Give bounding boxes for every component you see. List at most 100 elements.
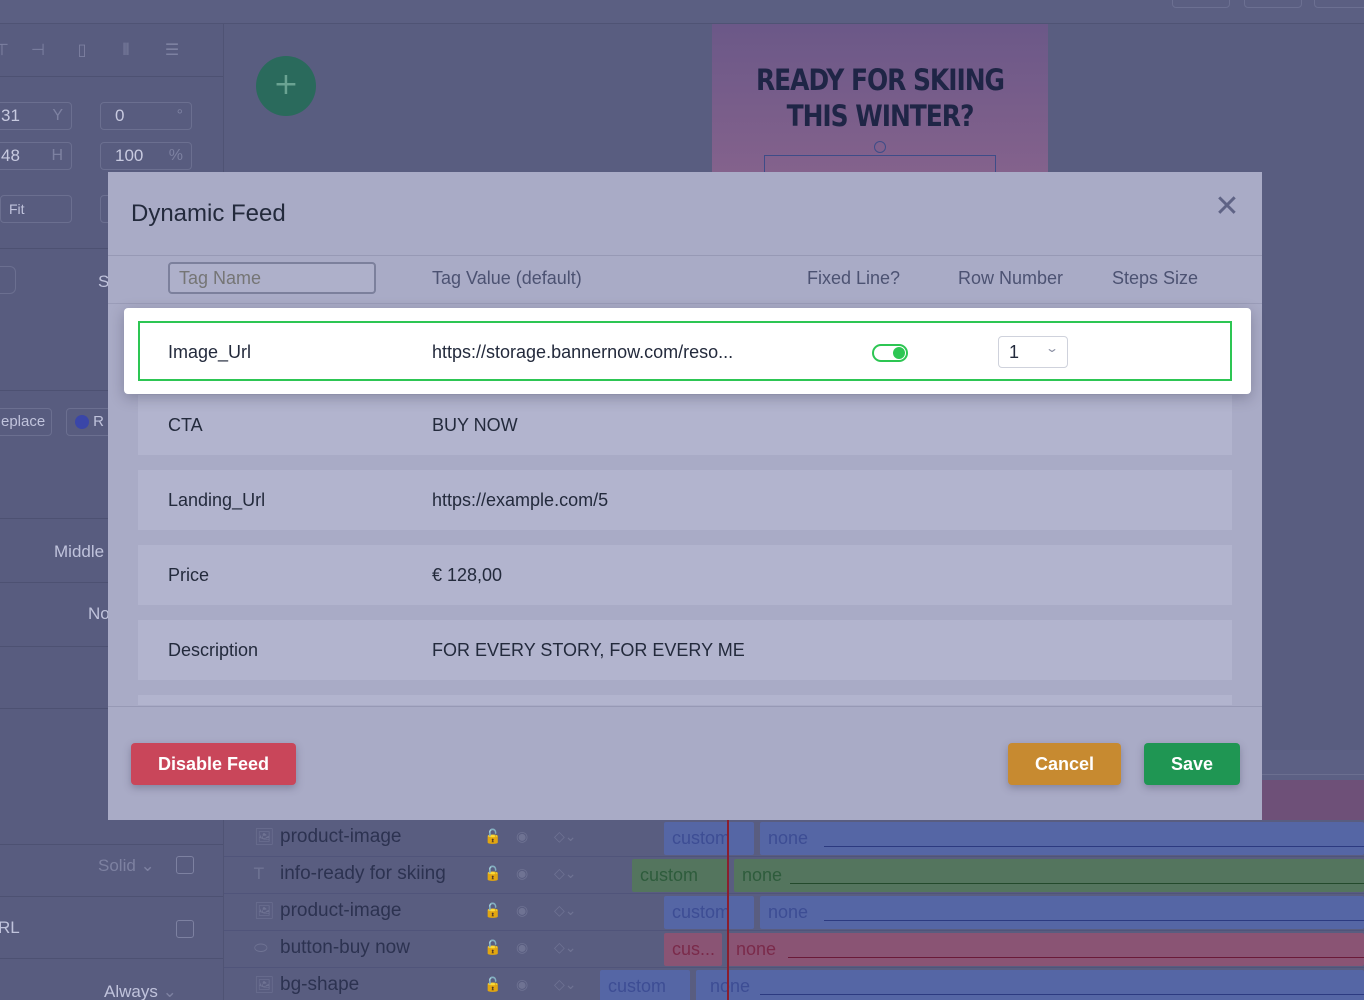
close-icon[interactable]: ✕ [1214,189,1240,224]
row-tag: Price [168,565,210,585]
align-left-icon[interactable]: ⊤ [0,40,12,60]
lock-icon[interactable]: 🔓 [484,866,502,882]
always-select[interactable]: Always ⌄ [104,982,177,1000]
lock-icon[interactable]: 🔓 [484,940,502,956]
feed-row[interactable]: Price € 128,00 [138,545,1232,605]
layer-row[interactable]: 🖼 bg-shape 🔓 ◉ ◇⌄ custom none [224,968,1364,1000]
color-wheel-icon [75,415,89,430]
add-element-button[interactable]: + [256,56,316,116]
row-value: € 128,00 [432,565,503,585]
animation-icon[interactable]: ◇⌄ [554,977,577,993]
divider [0,958,223,959]
modal-footer: Disable Feed Cancel Save [108,706,1262,820]
col-fixed-line: Fixed Line? [807,268,901,288]
timeline-none-label: none [736,939,777,959]
rotate-handle[interactable] [874,141,886,153]
timeline-bar-rest[interactable]: none [728,933,1364,966]
banner-headline-line1: READY FOR SKIING [755,63,1005,97]
feed-row[interactable]: Landing_Url https://example.com/5 [138,470,1232,530]
animation-icon[interactable]: ◇⌄ [554,829,577,845]
timeline-bar-rest[interactable]: none [696,970,1364,1000]
w-field[interactable]: 48 H [0,142,72,170]
toolbar-button[interactable] [1172,0,1230,8]
timeline-bar[interactable]: cus... [664,933,722,966]
eye-icon[interactable]: ◉ [516,829,529,845]
toggle-knob [893,347,905,359]
top-toolbar [0,0,1364,24]
lock-icon[interactable]: 🔓 [484,903,502,919]
row-value: https://example.com/5 [432,490,609,510]
save-button[interactable]: Save [1144,743,1240,785]
toolbar-button[interactable] [1244,0,1302,8]
s-label: S [98,272,110,291]
layer-row[interactable]: 🖼 product-image 🔓 ◉ ◇⌄ custom none [224,894,1364,931]
opacity-value: 100 [115,146,144,165]
timeline-none-label: none [742,865,783,885]
toolbar-button[interactable] [1314,0,1364,8]
x-field[interactable]: 31 Y [0,102,72,130]
opacity-field[interactable]: 100 % [100,142,192,170]
timeline-none-label: none [768,828,809,848]
row-tag: Image_Url [168,342,252,362]
rotation-field[interactable]: 0 ° [100,102,192,130]
no-label: No [88,604,110,623]
cancel-button[interactable]: Cancel [1008,743,1121,785]
solid-select[interactable]: Solid ⌄ [98,856,155,875]
timeline-bar-rest[interactable]: none [760,896,1364,929]
fixed-line-toggle[interactable] [872,344,908,362]
eye-icon[interactable]: ◉ [516,903,529,919]
eye-icon[interactable]: ◉ [516,977,529,993]
modal-title: Dynamic Feed [131,200,286,227]
fit-button[interactable]: Fit [0,195,72,223]
timeline-playhead[interactable] [727,820,729,1000]
align-bottom-icon[interactable]: ▯ [77,40,87,59]
layer-name: product-image [280,900,402,921]
divider [0,844,223,845]
image-icon: 🖼 [254,827,275,846]
eye-icon[interactable]: ◉ [516,940,529,956]
timeline-bar[interactable]: custom [632,859,728,892]
lock-icon[interactable]: 🔓 [484,977,502,993]
timeline-bar-rest[interactable]: none [734,859,1364,892]
highlighted-row-card: Image_Url https://storage.bannernow.com/… [124,308,1251,394]
animation-icon[interactable]: ◇⌄ [554,903,577,919]
layer-name: bg-shape [280,974,360,995]
distribute-vertical-icon[interactable]: ☰ [164,40,180,59]
row-number-value: 1 [1009,342,1020,362]
feed-row[interactable] [138,695,1232,705]
timeline-bar[interactable]: custom [600,970,690,1000]
timeline-bar[interactable]: custom [664,896,754,929]
layer-row[interactable]: ⬭ button-buy now 🔓 ◉ ◇⌄ cus... none [224,931,1364,968]
timeline-none-label: none [710,976,751,996]
layer-row[interactable]: T info-ready for skiing 🔓 ◉ ◇⌄ custom no… [224,857,1364,894]
feed-row-image-url[interactable]: Image_Url https://storage.bannernow.com/… [138,321,1232,381]
align-center-vertical-icon[interactable]: ⊣ [31,40,45,59]
row-number-select[interactable]: 1 ⌄ [998,336,1068,368]
replace-button[interactable]: eplace [0,408,52,436]
animation-icon[interactable]: ◇⌄ [554,940,577,956]
layer-row[interactable]: 🖼 product-image 🔓 ◉ ◇⌄ custom none [224,820,1364,857]
tag-name-search-input[interactable] [168,262,376,294]
dynamic-feed-modal: Dynamic Feed ✕ Tag Value (default) Fixed… [108,172,1262,820]
banner-canvas[interactable]: READY FOR SKIING THIS WINTER? [712,24,1048,174]
row-tag: Landing_Url [168,490,266,510]
rotation-value: 0 [115,106,125,125]
button-icon: ⬭ [254,938,268,957]
eye-icon[interactable]: ◉ [516,866,529,882]
checkbox[interactable] [176,856,194,874]
lock-icon[interactable]: 🔓 [484,829,502,845]
row-tag: CTA [168,415,203,435]
layers-timeline: 🖼 product-image 🔓 ◉ ◇⌄ custom none T inf… [224,820,1364,1000]
rss-icon[interactable] [0,266,16,294]
distribute-horizontal-icon[interactable]: ⫴ [122,40,130,59]
feed-row[interactable]: CTA BUY NOW [138,395,1232,455]
timeline-bar-rest[interactable]: none [760,822,1364,855]
animation-icon[interactable]: ◇⌄ [554,866,577,882]
selection-box[interactable] [764,155,996,174]
timeline-bar[interactable]: custom [664,822,754,855]
percent-unit: % [168,147,183,164]
disable-feed-button[interactable]: Disable Feed [131,743,296,785]
url-checkbox[interactable] [176,920,194,938]
feed-row[interactable]: Description FOR EVERY STORY, FOR EVERY M… [138,620,1232,680]
banner-headline[interactable]: READY FOR SKIING THIS WINTER? [736,62,1025,134]
